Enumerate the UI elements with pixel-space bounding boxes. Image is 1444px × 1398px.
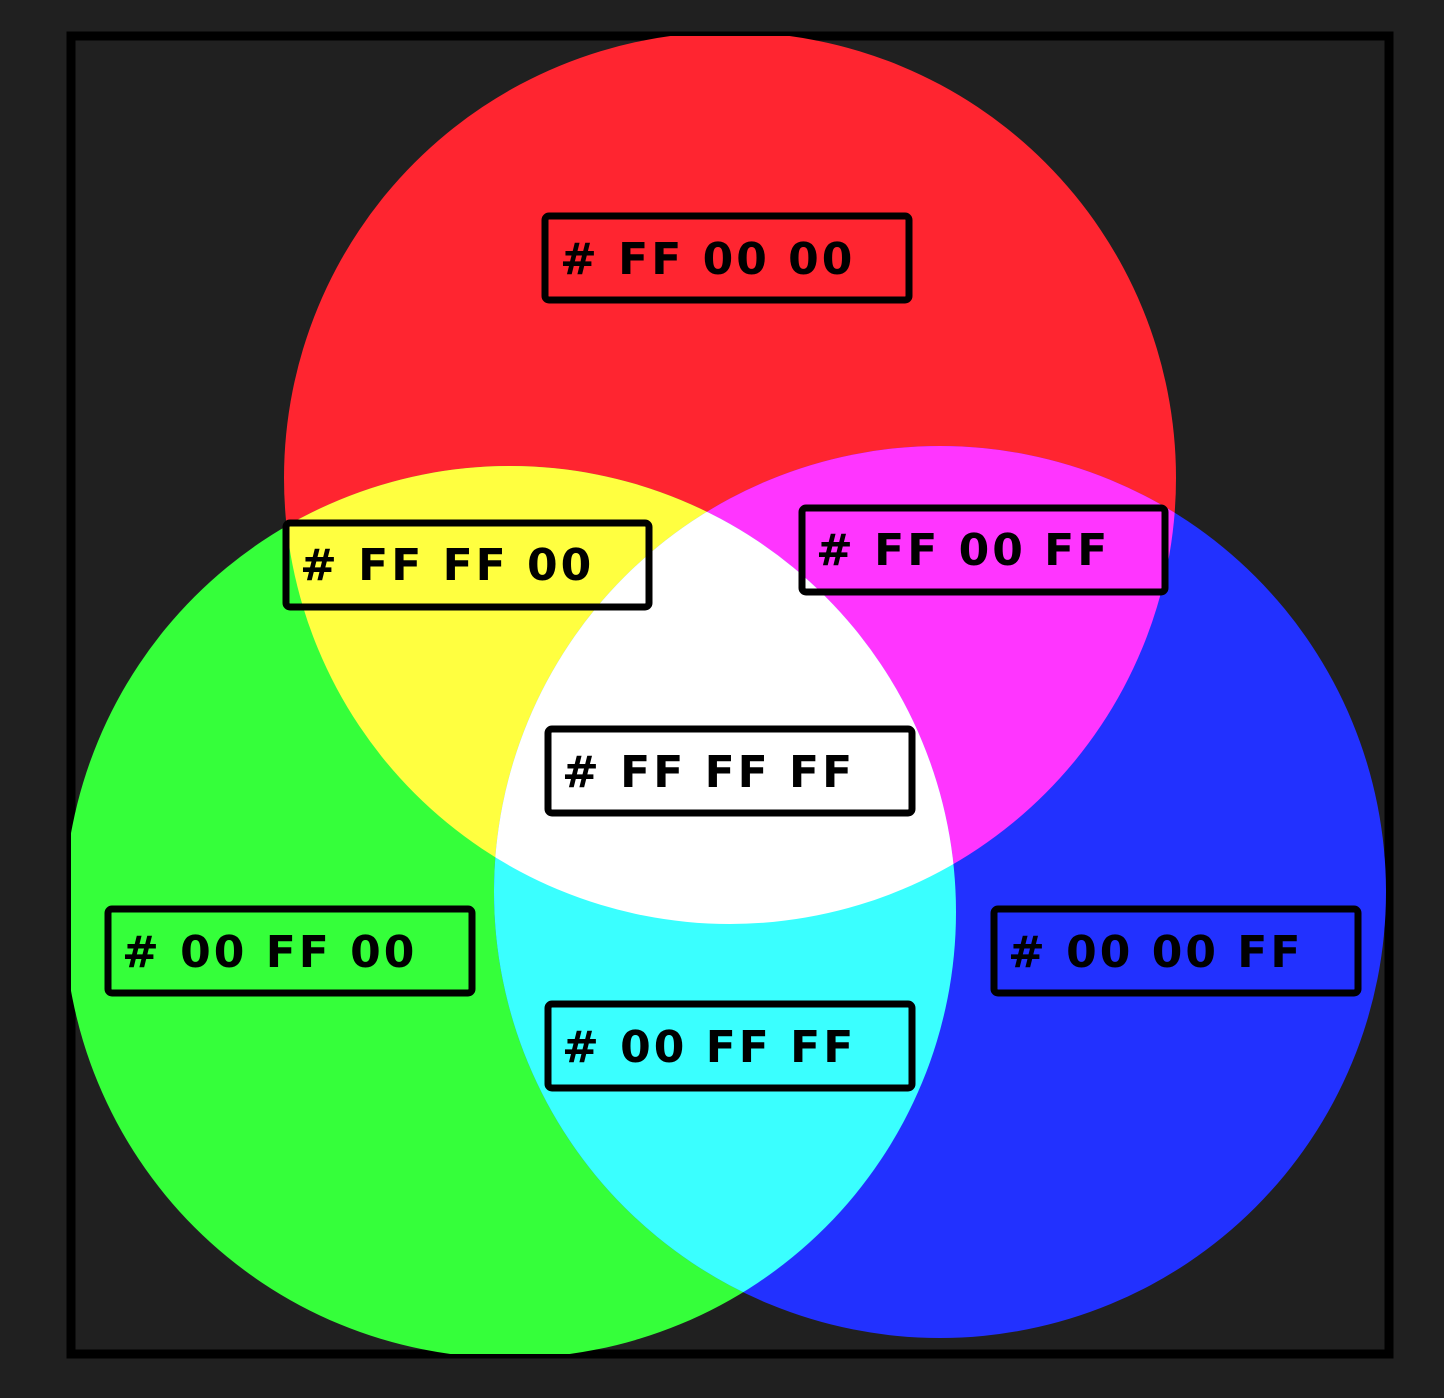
label-yellow-group: # FF FF 00 — [282, 519, 653, 611]
label-white: # FF FF FF — [562, 747, 855, 798]
label-green-group: # 00 FF 00 — [104, 905, 476, 997]
label-magenta-group: # FF 00 FF — [798, 504, 1169, 596]
label-green: # 00 FF 00 — [122, 927, 417, 978]
label-box-blue — [990, 905, 1362, 997]
label-cyan: # 00 FF FF — [562, 1022, 856, 1073]
label-white-group: # FF FF FF — [544, 725, 916, 817]
label-box-green — [104, 905, 476, 997]
label-box-yellow — [282, 519, 653, 611]
label-blue: # 00 00 FF — [1008, 927, 1303, 978]
label-magenta: # FF 00 FF — [816, 525, 1110, 576]
label-blue-group: # 00 00 FF — [990, 905, 1362, 997]
label-yellow: # FF FF 00 — [300, 540, 594, 591]
label-red: # FF 00 00 — [560, 234, 855, 285]
label-cyan-group: # 00 FF FF — [544, 1000, 916, 1092]
label-box-magenta — [798, 504, 1169, 596]
label-box-white — [544, 725, 916, 817]
label-box-cyan — [544, 1000, 916, 1092]
label-box-red — [541, 212, 913, 304]
label-red-group: # FF 00 00 — [541, 212, 913, 304]
